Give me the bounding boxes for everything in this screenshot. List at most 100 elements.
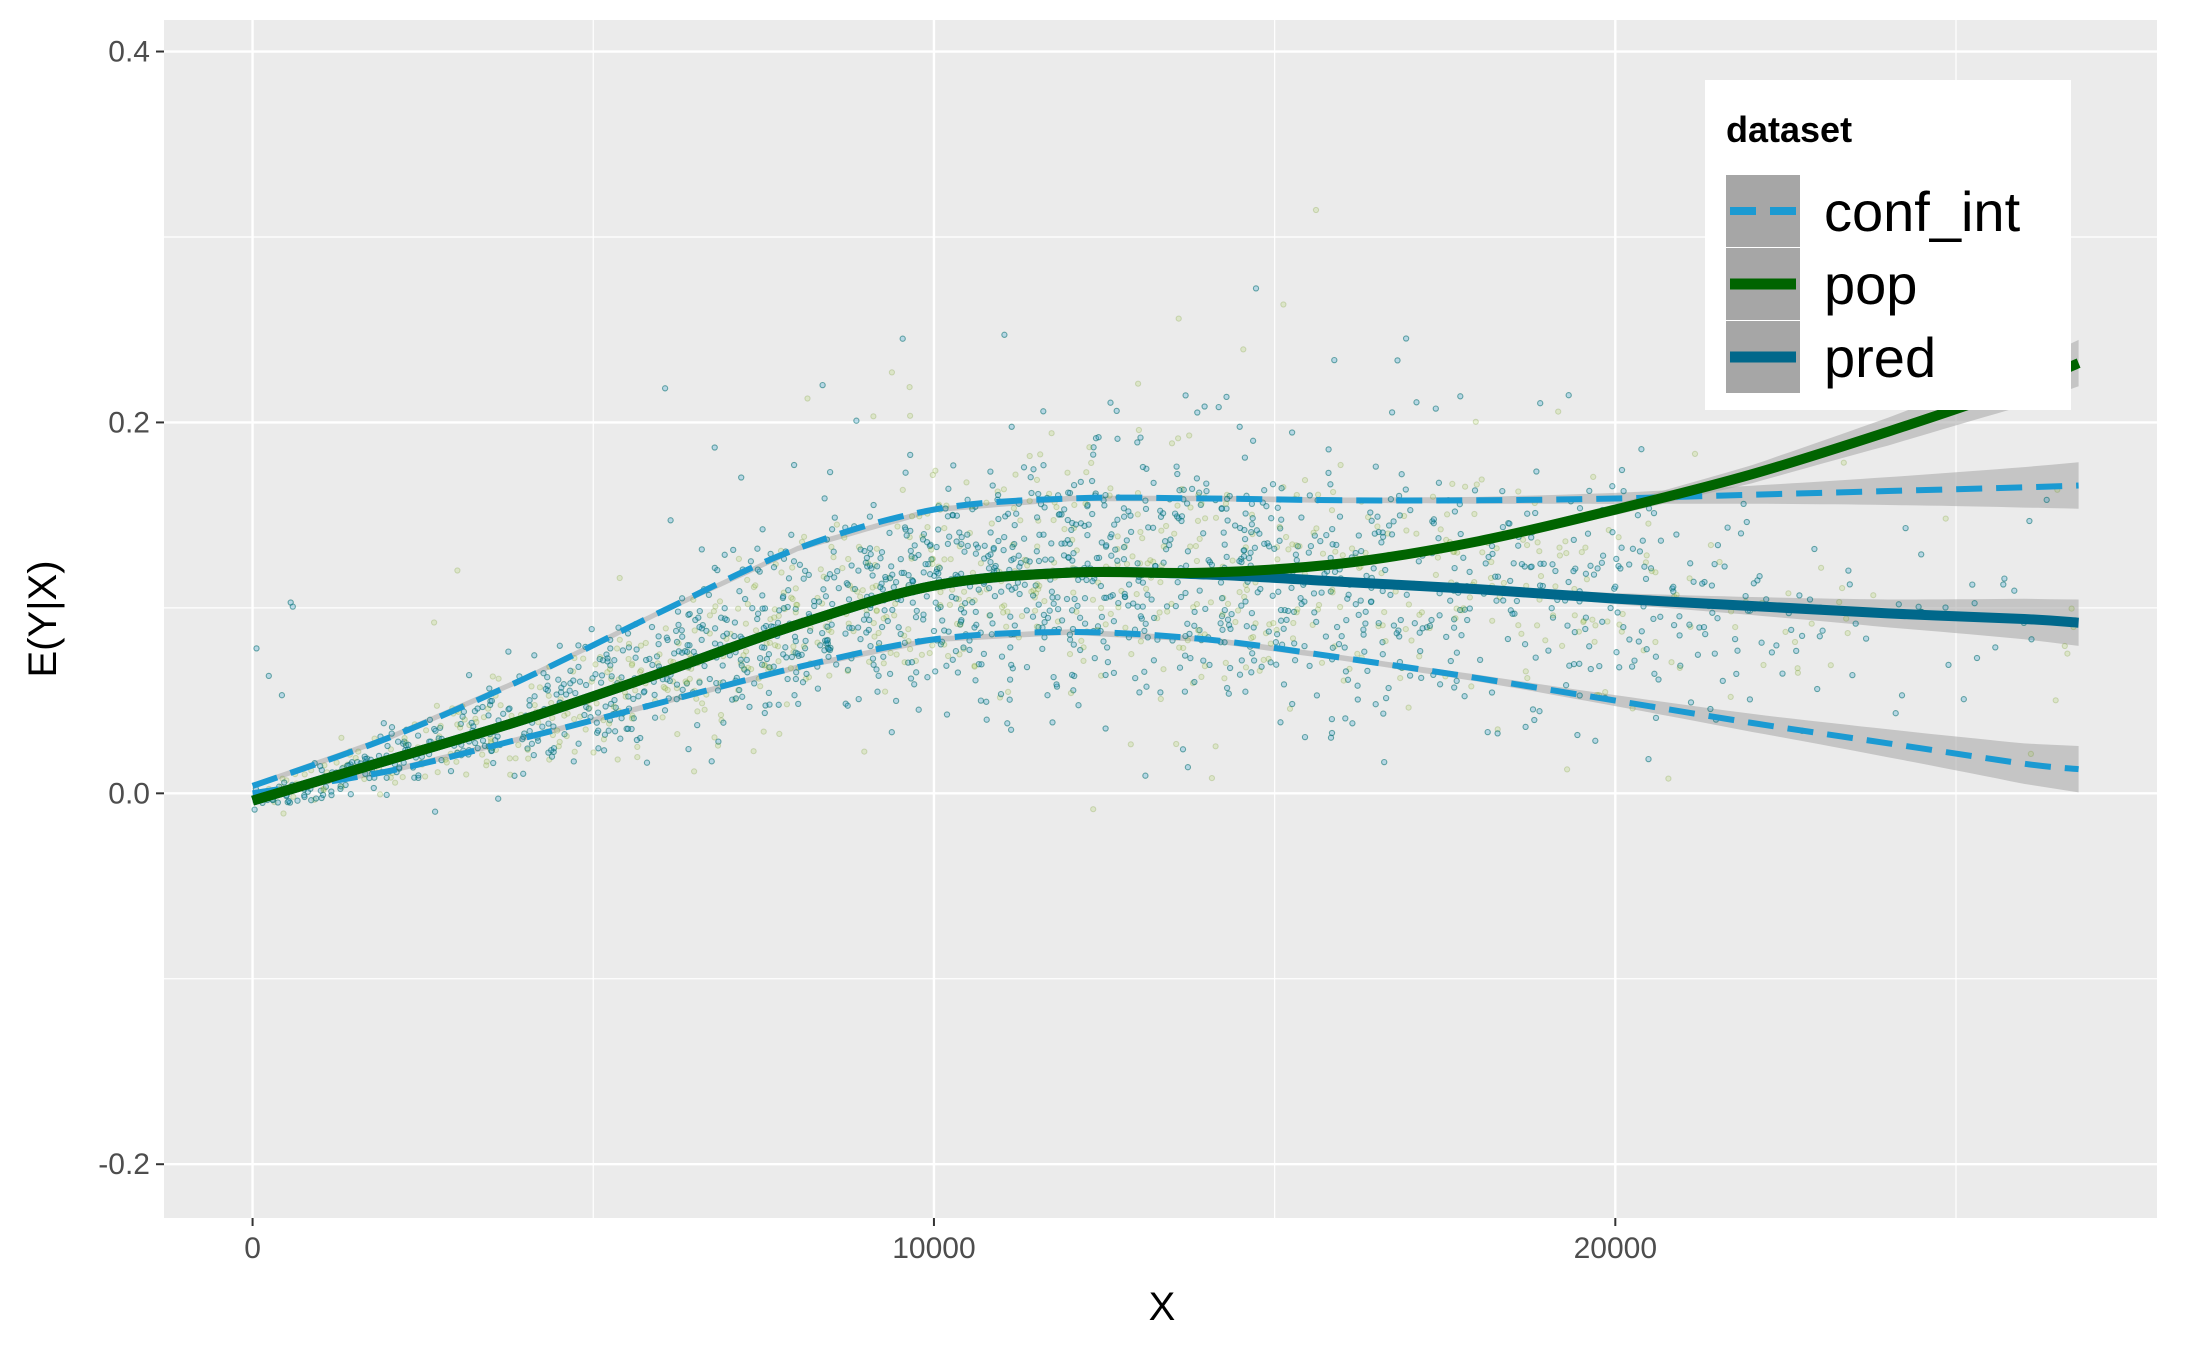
scatter-point-pop: [463, 771, 470, 778]
scatter-point-pred: [471, 739, 479, 747]
scatter-point-pop: [377, 791, 384, 798]
scatter-point-pred: [730, 546, 737, 554]
scatter-point-pred: [835, 584, 842, 592]
scatter-point-pred: [1375, 619, 1382, 627]
scatter-point-pop: [983, 499, 990, 506]
scatter-point-pred: [1327, 481, 1334, 488]
scatter-point-pred: [949, 656, 956, 663]
scatter-point-pop: [338, 734, 345, 741]
scatter-point-pop: [844, 668, 851, 675]
scatter-point-pred: [1066, 636, 1074, 643]
scatter-point-pred: [766, 664, 773, 671]
scatter-point-pred: [714, 566, 721, 574]
scatter-point-pred: [1419, 625, 1426, 632]
scatter-point-pred: [1196, 587, 1203, 594]
scatter-point-pred: [853, 417, 860, 424]
scatter-point-pop: [1583, 576, 1591, 583]
scatter-point-pred: [1639, 537, 1646, 544]
scatter-point-pop: [1086, 444, 1093, 451]
scatter-point-pred: [1114, 557, 1121, 564]
scatter-point-pop: [735, 605, 742, 612]
scatter-point-pred: [1042, 556, 1049, 563]
scatter-point-pop: [908, 513, 916, 520]
scatter-point-pred: [956, 529, 963, 536]
scatter-point-pred: [640, 689, 647, 696]
scatter-point-pred: [721, 605, 728, 612]
scatter-point-pred: [1565, 578, 1572, 586]
scatter-point-pred: [1415, 558, 1422, 565]
scatter-point-pred: [819, 629, 826, 637]
scatter-point-pred: [673, 681, 681, 688]
scatter-point-pop: [1315, 601, 1323, 609]
scatter-point-pred: [1549, 614, 1557, 621]
scatter-point-pop: [1615, 534, 1622, 541]
scatter-point-pop: [632, 687, 639, 694]
scatter-point-pop: [1273, 626, 1280, 633]
scatter-point-pred: [1110, 618, 1118, 625]
scatter-point-pred: [1711, 560, 1718, 568]
scatter-point-pred: [1548, 605, 1555, 612]
scatter-point-pop: [590, 749, 597, 756]
scatter-point-pop: [564, 710, 571, 717]
scatter-point-pred: [864, 563, 871, 570]
scatter-point-pop: [928, 546, 935, 553]
scatter-point-pred: [605, 727, 612, 734]
scatter-point-pop: [870, 620, 877, 627]
scatter-point-pred: [1221, 541, 1228, 548]
scatter-point-pred: [1205, 557, 1212, 564]
scatter-point-pred: [1628, 663, 1636, 670]
scatter-point-pred: [1793, 647, 1800, 655]
scatter-point-pop: [1229, 557, 1236, 564]
scatter-point-pop: [614, 756, 621, 763]
scatter-point-pred: [1176, 664, 1184, 671]
scatter-point-pred: [701, 662, 708, 670]
scatter-point-pred: [1617, 565, 1624, 572]
scatter-point-pred: [1338, 633, 1345, 640]
scatter-point-pred: [1217, 620, 1224, 627]
scatter-point-pred: [1016, 590, 1023, 598]
scatter-point-pred: [619, 647, 627, 654]
scatter-point-pop: [1289, 541, 1296, 548]
scatter-point-pred: [1125, 508, 1132, 515]
scatter-point-pred: [1361, 648, 1368, 655]
scatter-point-pred: [1673, 531, 1680, 538]
scatter-point-pop: [907, 646, 914, 653]
scatter-point-pred: [844, 702, 851, 709]
scatter-point-pred: [1193, 475, 1201, 482]
scatter-point-pred: [486, 685, 493, 692]
scatter-point-pred: [511, 772, 518, 779]
scatter-point-pred: [1236, 423, 1243, 430]
scatter-point-pred: [953, 512, 961, 519]
scatter-point-pred: [572, 689, 579, 697]
scatter-point-pop: [637, 668, 644, 676]
scatter-point-pred: [1271, 545, 1278, 552]
scatter-point-pred: [1224, 616, 1232, 623]
scatter-point-pred: [1411, 620, 1418, 627]
y-tick-label: 0.0: [108, 777, 150, 810]
scatter-point-pred: [1676, 632, 1683, 639]
scatter-point-pop: [1676, 664, 1683, 672]
scatter-point-pred: [878, 623, 886, 631]
scatter-point-pred: [866, 616, 873, 624]
scatter-point-pop: [1067, 690, 1075, 697]
scatter-point-pred: [751, 680, 758, 687]
scatter-point-pred: [825, 645, 832, 653]
scatter-point-pred: [770, 564, 778, 571]
scatter-point-pop: [1080, 657, 1087, 665]
scatter-point-pred: [560, 681, 567, 688]
scatter-point-pred: [1323, 531, 1330, 539]
scatter-point-pred: [911, 542, 918, 549]
scatter-point-pred: [562, 691, 570, 698]
scatter-point-pop: [1382, 638, 1389, 645]
scatter-point-pred: [1201, 403, 1208, 410]
scatter-point-pred: [923, 593, 930, 600]
scatter-point-pop: [1135, 380, 1142, 387]
scatter-point-pred: [1515, 542, 1522, 549]
scatter-point-pred: [485, 712, 492, 719]
scatter-point-pred: [992, 562, 999, 570]
scatter-point-pred: [1453, 677, 1460, 685]
scatter-point-pred: [1006, 676, 1014, 683]
scatter-point-pop: [1222, 659, 1229, 667]
scatter-point-pred: [1354, 682, 1361, 689]
scatter-point-pop: [1133, 591, 1140, 598]
